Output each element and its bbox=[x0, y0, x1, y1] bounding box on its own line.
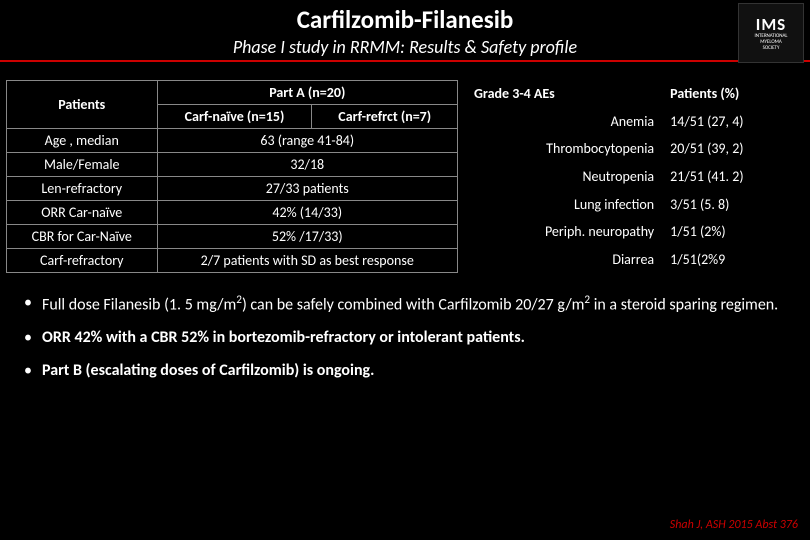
ae-name: Periph. neuropathy bbox=[468, 218, 664, 246]
logo-line2: MYELOMA bbox=[760, 40, 782, 45]
ae-name: Lung infection bbox=[468, 190, 664, 218]
table-row: Lung infection 3/51 (5. 8) bbox=[468, 190, 798, 218]
ims-logo: IMS INTERNATIONAL MYELOMA SOCIETY bbox=[738, 3, 804, 63]
content-row: Patients Part A (n=20) Carf-naïve (n=15)… bbox=[0, 62, 810, 273]
page-title: Carfilzomib-Filanesib bbox=[0, 4, 810, 35]
bullet-text: Full dose Filanesib (1. 5 mg/m bbox=[42, 295, 236, 314]
row-value: 63 (range 41-84) bbox=[157, 129, 457, 153]
table-row: Neutropenia 21/51 (41. 2) bbox=[468, 163, 798, 191]
patients-header: Patients bbox=[7, 81, 158, 129]
patients-table: Patients Part A (n=20) Carf-naïve (n=15)… bbox=[6, 80, 458, 273]
carf-refrct-header: Carf-refrct (n=7) bbox=[312, 105, 458, 129]
table-row: Carf-refractory 2/7 patients with SD as … bbox=[7, 249, 458, 273]
patients-pct-header: Patients (%) bbox=[664, 80, 798, 108]
ae-name: Neutropenia bbox=[468, 163, 664, 191]
row-value: 52% /17/33) bbox=[157, 225, 457, 249]
ae-pct: 1/51 (2%) bbox=[664, 218, 798, 246]
logo-line3: SOCIETY bbox=[763, 46, 780, 51]
ae-name: Anemia bbox=[468, 108, 664, 136]
row-label: Carf-refractory bbox=[7, 249, 158, 273]
citation: Shah J, ASH 2015 Abst 376 bbox=[670, 518, 798, 532]
part-a-header: Part A (n=20) bbox=[157, 81, 457, 105]
logo-line1: INTERNATIONAL bbox=[754, 34, 787, 39]
carf-naive-header: Carf-naïve (n=15) bbox=[157, 105, 312, 129]
ae-pct: 21/51 (41. 2) bbox=[664, 163, 798, 191]
bullet-2: ORR 42% with a CBR 52% in bortezomib-ref… bbox=[24, 328, 786, 349]
row-value: 2/7 patients with SD as best response bbox=[157, 249, 457, 273]
ae-pct: 20/51 (39, 2) bbox=[664, 135, 798, 163]
adverse-events-table: Grade 3-4 AEs Patients (%) Anemia 14/51 … bbox=[468, 80, 798, 273]
bullet-text: Part B (escalating doses of Carfilzomib)… bbox=[42, 361, 374, 380]
ae-name: Diarrea bbox=[468, 245, 664, 273]
table-row: Thrombocytopenia 20/51 (39, 2) bbox=[468, 135, 798, 163]
table-row: Anemia 14/51 (27, 4) bbox=[468, 108, 798, 136]
ae-pct: 3/51 (5. 8) bbox=[664, 190, 798, 218]
ae-name: Thrombocytopenia bbox=[468, 135, 664, 163]
bullet-list: Full dose Filanesib (1. 5 mg/m2) can be … bbox=[0, 273, 810, 382]
row-label: ORR Car-naïve bbox=[7, 201, 158, 225]
ae-header: Grade 3-4 AEs bbox=[468, 80, 664, 108]
logo-main: IMS bbox=[756, 16, 786, 33]
table-row: Age , median 63 (range 41-84) bbox=[7, 129, 458, 153]
table-row: ORR Car-naïve 42% (14/33) bbox=[7, 201, 458, 225]
table-row: Diarrea 1/51(2%9 bbox=[468, 245, 798, 273]
page-subtitle: Phase I study in RRMM: Results & Safety … bbox=[0, 36, 810, 58]
row-label: Age , median bbox=[7, 129, 158, 153]
bullet-text: ) can be safely combined with Carfilzomi… bbox=[242, 295, 584, 314]
bullet-text: in a steroid sparing regimen. bbox=[590, 295, 778, 314]
table-row: Periph. neuropathy 1/51 (2%) bbox=[468, 218, 798, 246]
table-row: Male/Female 32/18 bbox=[7, 153, 458, 177]
row-label: Male/Female bbox=[7, 153, 158, 177]
table-row: CBR for Car-Naïve 52% /17/33) bbox=[7, 225, 458, 249]
row-value: 32/18 bbox=[157, 153, 457, 177]
row-value: 42% (14/33) bbox=[157, 201, 457, 225]
header: Carfilzomib-Filanesib Phase I study in R… bbox=[0, 0, 810, 62]
bullet-1: Full dose Filanesib (1. 5 mg/m2) can be … bbox=[24, 293, 786, 316]
bullet-3: Part B (escalating doses of Carfilzomib)… bbox=[24, 361, 786, 382]
row-label: Len-refractory bbox=[7, 177, 158, 201]
row-value: 27/33 patients bbox=[157, 177, 457, 201]
bullet-text: ORR 42% with a CBR 52% in bortezomib-ref… bbox=[42, 328, 525, 347]
ae-pct: 1/51(2%9 bbox=[664, 245, 798, 273]
ae-pct: 14/51 (27, 4) bbox=[664, 108, 798, 136]
row-label: CBR for Car-Naïve bbox=[7, 225, 158, 249]
table-row: Len-refractory 27/33 patients bbox=[7, 177, 458, 201]
